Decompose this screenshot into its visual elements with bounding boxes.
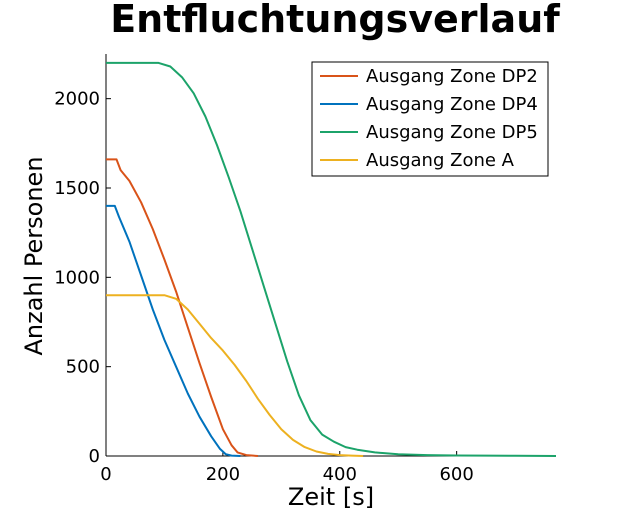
legend-label-1: Ausgang Zone DP2 [366, 66, 538, 87]
series-line-3 [106, 61, 557, 457]
legend-label-3: Ausgang Zone DP5 [366, 122, 538, 143]
series-line-2 [106, 204, 241, 457]
legend: Ausgang Zone DP2 Ausgang Zone DP4 Ausgang … [311, 61, 549, 177]
chart-title: Entfluchtungsverlauf [110, 0, 560, 41]
legend-label-2: Ausgang Zone DP4 [366, 94, 538, 115]
series-line-1 [106, 158, 258, 457]
y-tick-label: 1500 [54, 178, 100, 199]
plot-area: 0 200 400 600 0 500 1000 1500 2000 [54, 54, 557, 485]
x-tick-label: 400 [323, 464, 357, 485]
y-tick-label: 1000 [54, 267, 100, 288]
y-axis-label: Anzahl Personen [20, 156, 48, 355]
y-tick-label: 500 [66, 357, 100, 378]
x-tick-label: 0 [100, 464, 111, 485]
y-tick-label: 2000 [54, 89, 100, 110]
x-axis-label: Zeit [s] [288, 483, 374, 511]
x-tick-label: 200 [206, 464, 240, 485]
legend-label-4: Ausgang Zone A [366, 150, 515, 171]
series-line-4 [106, 294, 364, 457]
legend-box [311, 61, 549, 177]
x-tick-label: 600 [439, 464, 473, 485]
y-tick-label: 0 [89, 446, 100, 467]
